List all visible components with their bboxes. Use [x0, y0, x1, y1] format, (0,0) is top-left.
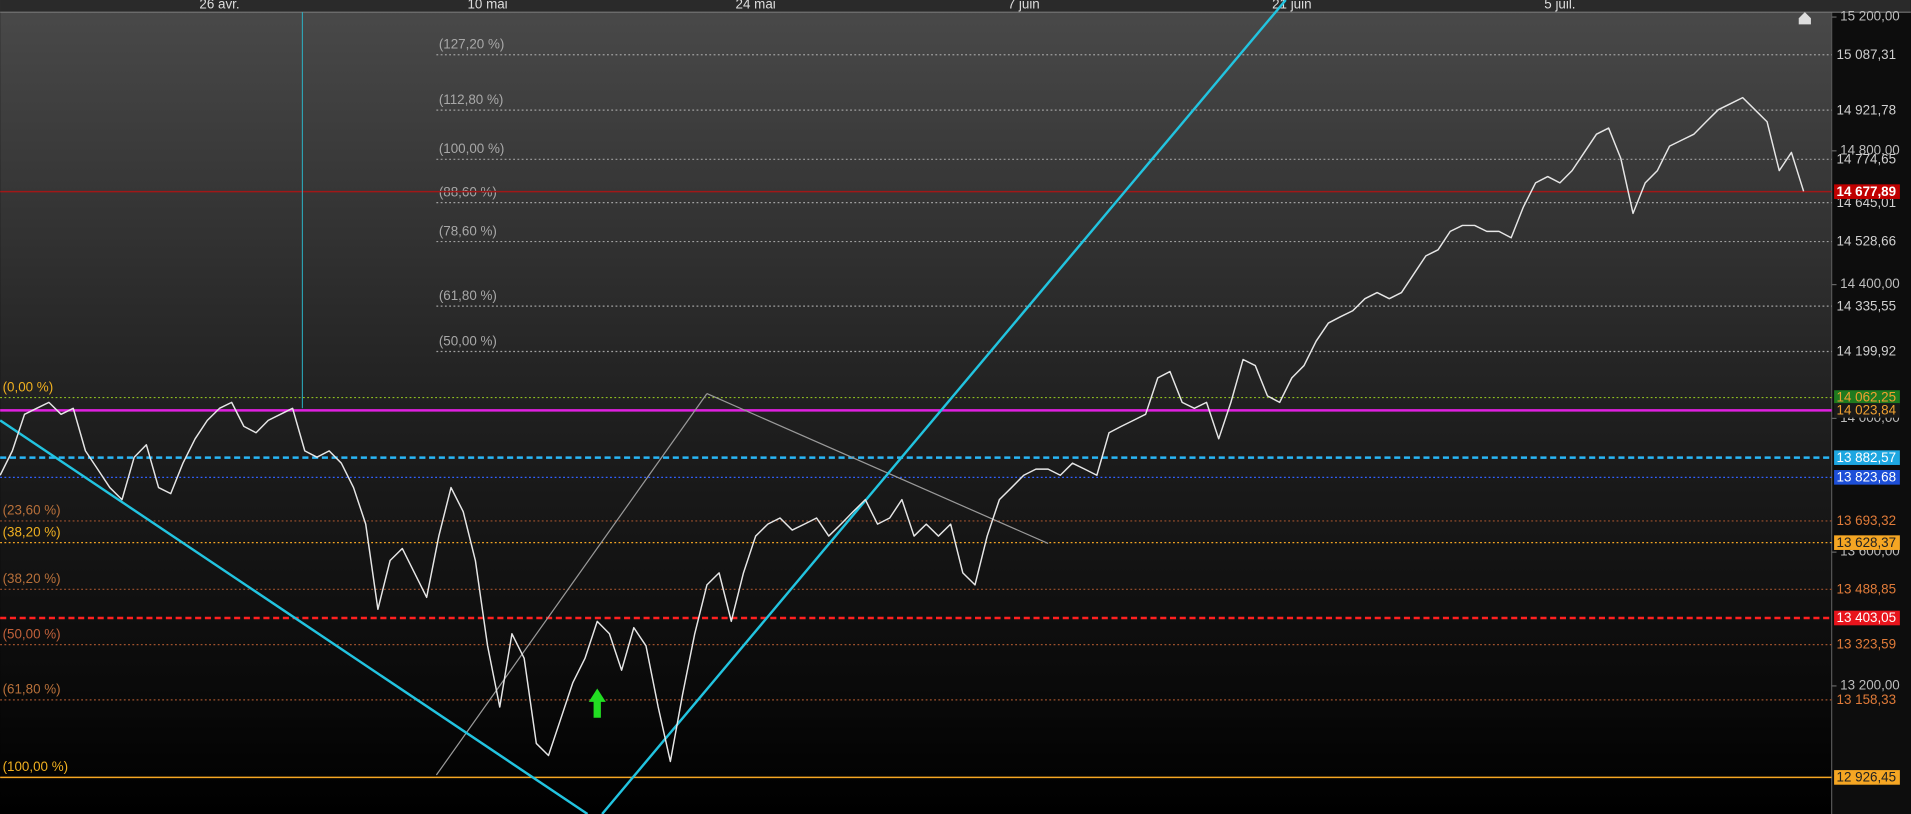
fib-label: (78,60 %) [439, 223, 497, 238]
price-tag [1834, 535, 1900, 550]
price-line [0, 96, 1805, 763]
price-tag-label: 14 774,65 [1837, 151, 1897, 166]
fib-label: (0,00 %) [3, 379, 54, 394]
fib-label: (38,20 %) [3, 571, 61, 586]
price-tag-label: 13 403,05 [1837, 610, 1897, 625]
price-tag [1834, 390, 1900, 405]
y-tick-label: 14 800,00 [1840, 142, 1900, 157]
price-tag-label: 13 882,57 [1837, 450, 1897, 465]
fib-label: (23,60 %) [3, 503, 61, 518]
price-tag-label: 13 323,59 [1837, 637, 1897, 652]
fib-label: (50,00 %) [439, 333, 497, 348]
x-tick-label: 26 avr. [199, 0, 239, 11]
drawings [0, 0, 1811, 814]
fib-label: (50,00 %) [3, 626, 61, 641]
plot-background [0, 0, 1832, 814]
fib-label: (61,80 %) [3, 682, 61, 697]
channel-line [435, 393, 708, 776]
price-tag-label: 13 693,32 [1837, 513, 1897, 528]
x-tick-label: 10 mai [467, 0, 507, 11]
x-tick-label: 24 mai [736, 0, 776, 11]
fib-label: (127,20 %) [439, 37, 505, 52]
price-tag-label: 13 823,68 [1837, 469, 1897, 484]
price-tag [1834, 184, 1900, 199]
channel-line [706, 393, 1049, 545]
price-tag-label: 14 062,25 [1837, 390, 1897, 405]
price-tag-label: 14 921,78 [1837, 102, 1897, 117]
price-tag [1834, 470, 1900, 485]
x-tick-label: 5 juil. [1544, 0, 1575, 11]
price-tag-label: 14 023,84 [1837, 403, 1897, 418]
fib-label: (38,20 %) [3, 524, 61, 539]
fib-label: (112,80 %) [439, 92, 504, 107]
price-tag-label: 13 158,33 [1837, 692, 1897, 707]
price-tag [1834, 610, 1900, 626]
price-tag-label: 14 335,55 [1837, 298, 1897, 313]
y-tick-label: 14 400,00 [1840, 276, 1900, 291]
x-tick-label: 21 juin [1272, 0, 1311, 11]
levels: (127,20 %)(112,80 %)(100,00 %)(88,60 %)(… [0, 37, 1832, 779]
trend-line [0, 419, 589, 814]
fib-label: (61,80 %) [439, 288, 497, 303]
price-tag-label: 12 926,45 [1837, 770, 1897, 785]
price-tag [1834, 770, 1900, 785]
price-tag-label: 15 087,31 [1837, 47, 1897, 62]
y-tick-label: 15 200,00 [1840, 9, 1900, 24]
price-tag-label: 14 677,89 [1837, 184, 1897, 199]
price-tag-label: 13 628,37 [1837, 535, 1897, 550]
home-icon [1798, 12, 1811, 25]
series [0, 96, 1805, 763]
price-tag-label: 13 488,85 [1837, 581, 1897, 596]
fib-label: (100,00 %) [439, 141, 505, 156]
price-tag [1834, 403, 1900, 418]
fib-label: (100,00 %) [3, 759, 69, 774]
price-tag-label: 14 528,66 [1837, 234, 1897, 249]
trend-line [601, 0, 1287, 814]
price-tag [1834, 450, 1900, 465]
y-tick-label: 13 200,00 [1840, 677, 1900, 692]
buy-arrow [588, 688, 606, 718]
x-tick-label: 7 juin [1008, 0, 1040, 11]
price-tag-label: 14 199,92 [1837, 344, 1897, 359]
time-axis-strip [0, 0, 1911, 13]
